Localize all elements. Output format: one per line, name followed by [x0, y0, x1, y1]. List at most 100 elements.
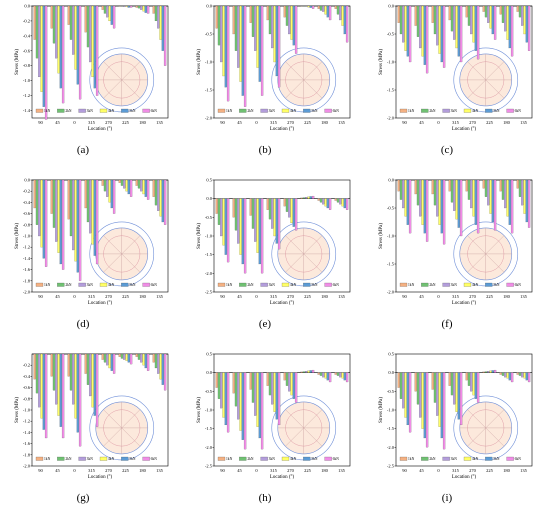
bar-180-2kN: [501, 372, 505, 376]
bar-225-4kN: [125, 179, 128, 192]
bar-90-1kN: [215, 372, 218, 388]
y-tick-label: -1.5: [387, 262, 395, 267]
cross-section-inset: [453, 47, 519, 113]
bar-225-6kN: [129, 179, 133, 197]
bar-135-2kN: [154, 5, 158, 22]
bar-90-3kN: [402, 179, 405, 209]
bar-270-3kN: [106, 5, 109, 18]
y-tick-label: -1.4: [23, 108, 31, 113]
legend-swatch: [485, 282, 493, 287]
bar-270-6kN: [294, 198, 298, 231]
legend-label: 1kN: [408, 283, 415, 287]
bar-45-1kN: [232, 5, 235, 35]
bar-270-1kN: [101, 5, 104, 10]
legend-swatch: [506, 282, 514, 287]
bar-270-6kN: [112, 353, 116, 374]
bar-180-5kN: [144, 353, 147, 369]
bar-225-5kN: [309, 5, 312, 8]
x-tick-label: 315: [88, 294, 96, 299]
x-tick-label: 90: [38, 294, 43, 299]
bar-0-2kN: [251, 5, 255, 37]
x-tick-label: 135: [520, 468, 528, 473]
bar-0-2kN: [69, 179, 73, 237]
y-tick-label: -1.5: [205, 88, 213, 93]
legend-label: 2kN: [65, 457, 72, 461]
y-tick-label: -0.4: [23, 200, 31, 205]
y-tick-label: -1.0: [387, 234, 395, 239]
bar-45-6kN: [243, 372, 247, 450]
bar-0-5kN: [440, 372, 443, 439]
x-tick-label: 270: [287, 468, 295, 473]
bar-270-2kN: [467, 179, 471, 200]
legend-label: 4kN: [290, 283, 297, 287]
bar-45-6kN: [243, 5, 247, 107]
bar-90-1kN: [397, 179, 400, 192]
legend-label: 1kN: [226, 109, 233, 113]
x-tick-label: 0: [73, 294, 76, 299]
legend: 1kN 2kN 3kN 4kN 5kN 6kN: [217, 282, 339, 287]
y-tick-label: -0.5: [205, 389, 213, 394]
bar-135-3kN: [521, 5, 524, 26]
bar-135-5kN: [525, 372, 528, 381]
x-tick-label: 225: [122, 120, 130, 125]
x-tick-label: 270: [287, 120, 295, 125]
bar-0-2kN: [251, 372, 255, 403]
bar-270-2kN: [285, 372, 289, 386]
bar-45-2kN: [416, 179, 420, 206]
bar-225-6kN: [493, 179, 497, 231]
bar-45-2kN: [234, 5, 238, 51]
plot-frame: [213, 353, 351, 467]
x-tick-label: 0: [255, 294, 258, 299]
legend-swatch: [303, 282, 311, 287]
legend-swatch: [324, 108, 332, 113]
bar-135-5kN: [343, 198, 346, 209]
bar-180-3kN: [504, 5, 507, 32]
legend-label: 5kN: [493, 109, 500, 113]
y-tick-label: 0.5: [206, 352, 212, 357]
bar-270-3kN: [106, 179, 109, 197]
bar-135-1kN: [516, 5, 519, 12]
bar-90-4kN: [222, 372, 225, 418]
legend-label: 6kN: [333, 457, 340, 461]
x-tick-label: 90: [38, 120, 43, 125]
bar-270-1kN: [465, 179, 468, 192]
bar-135-3kN: [157, 179, 160, 211]
plot-frame: [395, 353, 533, 467]
bar-225-5kN: [491, 5, 494, 35]
bar-90-4kN: [40, 353, 43, 419]
legend-swatch: [78, 456, 86, 461]
bar-315-3kN: [89, 5, 92, 63]
bar-270-5kN: [474, 5, 477, 51]
bar-270-4kN: [472, 179, 475, 217]
y-tick-label: -1.2: [23, 245, 30, 250]
bar-90-4kN: [222, 198, 225, 246]
bar-180-3kN: [140, 353, 143, 363]
bar-90-3kN: [402, 372, 405, 409]
x-axis-label: Location (°): [270, 127, 295, 132]
y-axis-label: Stress (MPa): [15, 397, 20, 423]
y-tick-label: 0.0: [388, 178, 394, 183]
legend-swatch: [99, 282, 108, 287]
legend-label: 3kN: [87, 457, 94, 461]
x-tick-label: 0: [437, 468, 440, 473]
bar-45-2kN: [52, 5, 56, 44]
bar-225-1kN: [118, 353, 121, 357]
bar-0-6kN: [260, 5, 264, 96]
y-tick-label: -0.2: [23, 363, 30, 368]
bar-180-2kN: [501, 5, 505, 23]
x-tick-label: 90: [38, 468, 43, 473]
y-tick-label: 0.0: [388, 4, 394, 9]
bar-180-2kN: [319, 372, 323, 376]
x-tick-label: 180: [139, 120, 147, 125]
bar-135-4kN: [341, 5, 344, 26]
legend-label: 5kN: [311, 283, 318, 287]
bar-135-5kN: [343, 372, 346, 381]
legend-swatch: [485, 108, 493, 113]
x-tick-label: 135: [156, 120, 164, 125]
x-tick-label: 180: [139, 294, 147, 299]
bar-225-6kN: [311, 369, 315, 373]
legend: 1kN 2kN 3kN 4kN 5kN 6kN: [217, 456, 340, 461]
legend-label: 2kN: [65, 109, 72, 113]
legend-label: 4kN: [108, 109, 115, 113]
bar-180-1kN: [135, 5, 138, 8]
